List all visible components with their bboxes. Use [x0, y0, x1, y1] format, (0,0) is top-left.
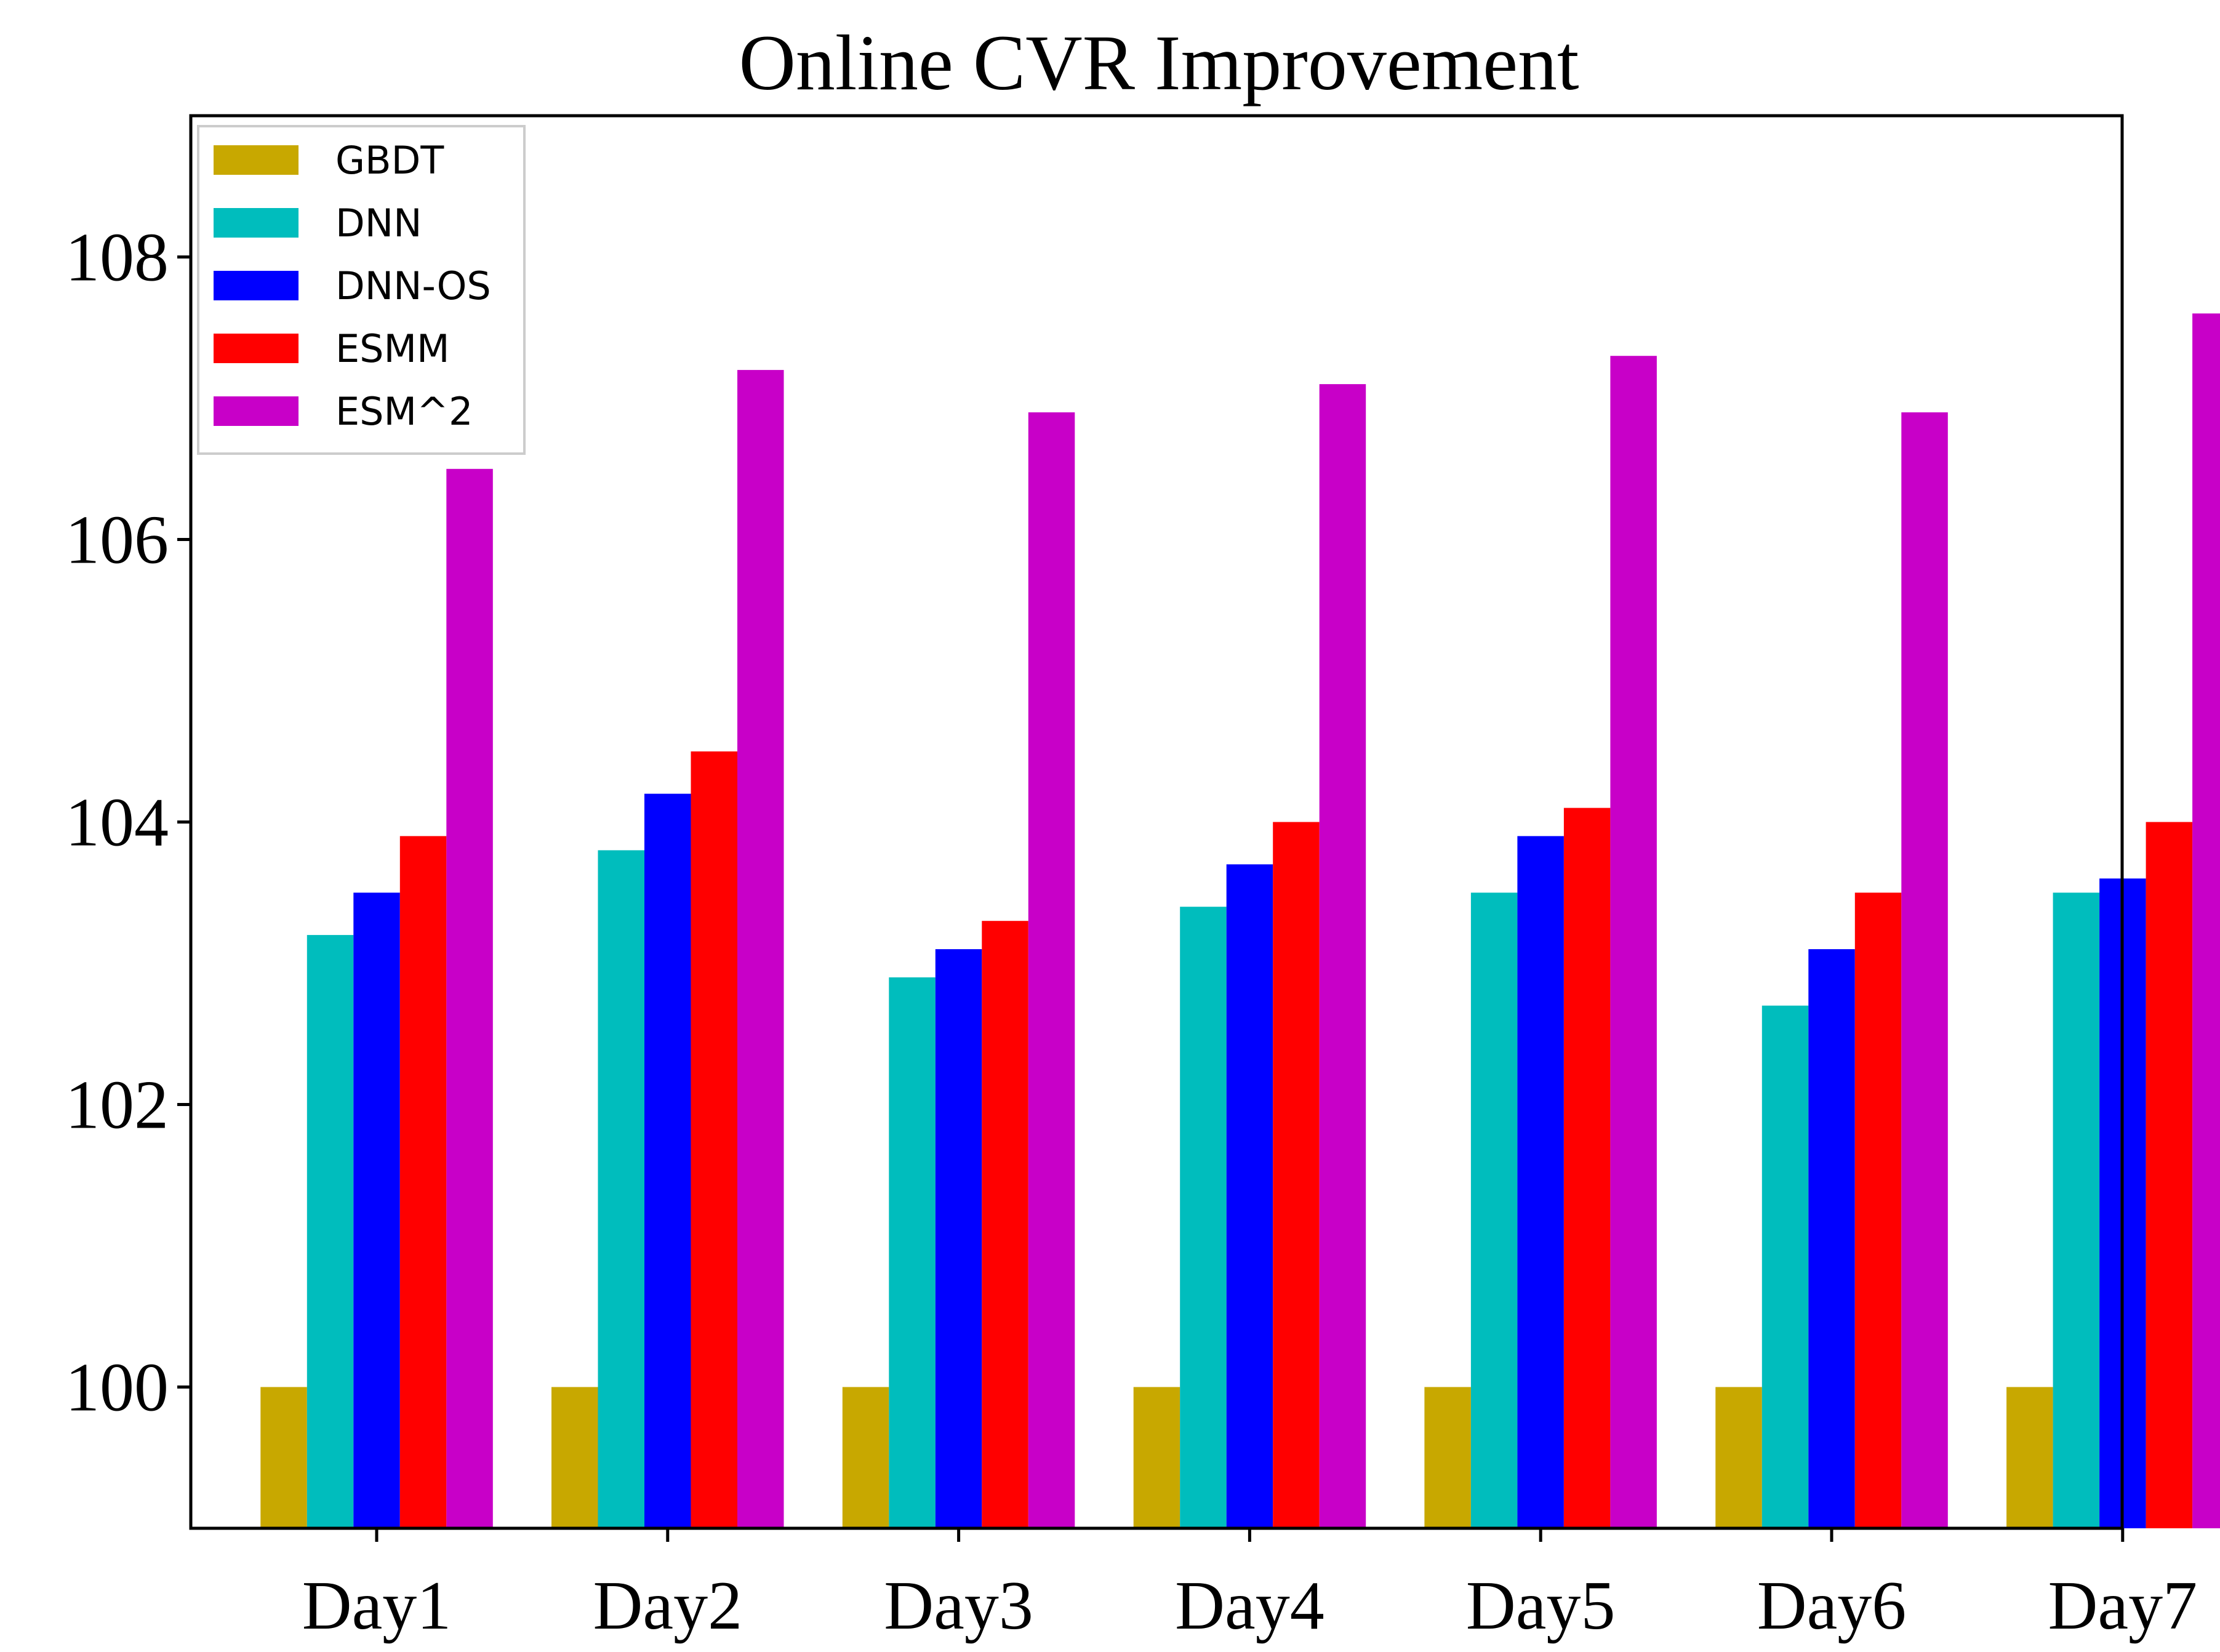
bar-day1-gbdt	[260, 1387, 307, 1528]
y-axis: 100 102 104 106 108	[65, 220, 191, 1426]
bar-day4-dnn	[1180, 907, 1227, 1528]
bar-day4-esm-2	[1319, 384, 1366, 1528]
bar-day1-esmm	[399, 836, 447, 1528]
bar-day3-dnn	[889, 977, 936, 1528]
bar-day3-gbdt	[842, 1387, 889, 1528]
bar-day3-esmm	[982, 921, 1028, 1528]
bar-day5-esmm	[1563, 808, 1611, 1528]
bar-day7-gbdt	[2006, 1387, 2053, 1528]
bar-day2-dnn-os	[644, 793, 691, 1528]
x-tick-label: Day1	[302, 1568, 452, 1644]
bar-day1-esm-2	[446, 468, 493, 1529]
legend-swatch	[214, 208, 299, 238]
legend-swatch	[214, 334, 299, 363]
legend: GBDT DNN DNN-OS ESMM ESM^2	[197, 125, 526, 455]
x-tick-label: Day5	[1466, 1568, 1616, 1644]
bar-day6-gbdt	[1715, 1387, 1762, 1528]
legend-label: DNN	[335, 201, 422, 246]
bar-day3-esm-2	[1028, 412, 1075, 1528]
bar-day2-gbdt	[551, 1387, 598, 1528]
x-tick-label: Day6	[1757, 1568, 1907, 1644]
legend-swatch	[214, 145, 299, 175]
bar-day4-esmm	[1273, 822, 1320, 1528]
bar-day2-dnn	[598, 850, 644, 1528]
bar-day5-gbdt	[1424, 1387, 1471, 1528]
legend-label: GBDT	[335, 138, 444, 183]
legend-swatch	[214, 271, 299, 300]
bar-day1-dnn-os	[353, 892, 400, 1529]
bar-day7-esm-2	[2192, 313, 2220, 1528]
bar-day3-dnn-os	[935, 949, 982, 1528]
legend-label: DNN-OS	[335, 263, 491, 308]
bars-group	[260, 313, 2220, 1529]
bar-day6-esmm	[1854, 892, 1902, 1529]
y-tick-label: 100	[65, 1350, 169, 1426]
bar-day1-dnn	[307, 935, 354, 1528]
bar-day6-dnn-os	[1808, 949, 1855, 1528]
bar-day7-esmm	[2146, 822, 2193, 1528]
x-tick-label: Day4	[1175, 1568, 1324, 1644]
x-axis: Day1 Day2 Day3 Day4 Day5 Day6 Day7	[302, 1528, 2197, 1644]
y-tick-label: 108	[65, 220, 169, 296]
x-tick-label: Day2	[593, 1568, 743, 1644]
y-tick-label: 102	[65, 1067, 169, 1144]
chart-title: Online CVR Improvement	[739, 19, 1579, 106]
legend-label: ESMM	[335, 326, 450, 371]
bar-day6-esm-2	[1901, 412, 1948, 1528]
bar-day5-esm-2	[1610, 356, 1657, 1529]
bar-day5-dnn-os	[1517, 836, 1564, 1528]
bar-day5-dnn	[1470, 892, 1518, 1529]
bar-day7-dnn	[2053, 892, 2100, 1529]
bar-day4-gbdt	[1133, 1387, 1180, 1528]
y-tick-label: 104	[65, 785, 169, 861]
x-tick-label: Day7	[2048, 1568, 2198, 1644]
legend-swatch	[214, 396, 299, 426]
y-tick-label: 106	[65, 502, 169, 579]
bar-day6-dnn	[1761, 1005, 1809, 1528]
bar-day2-esmm	[691, 751, 737, 1529]
bar-day2-esm-2	[737, 370, 784, 1528]
x-tick-label: Day3	[884, 1568, 1033, 1644]
legend-label: ESM^2	[335, 389, 473, 434]
bar-day4-dnn-os	[1226, 864, 1273, 1528]
